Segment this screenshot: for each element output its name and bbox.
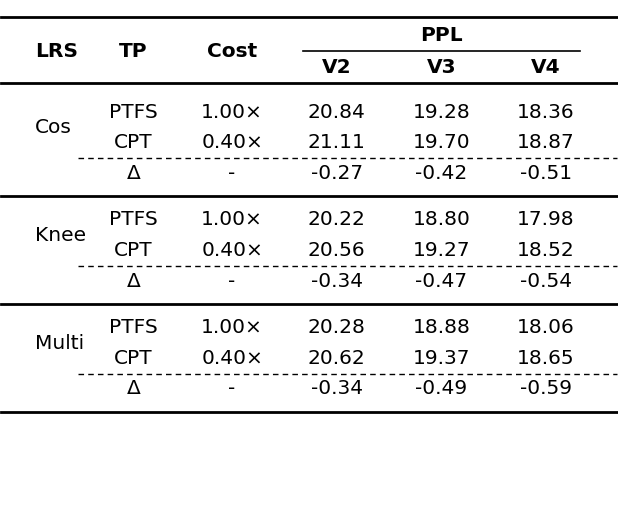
- Text: 1.00×: 1.00×: [201, 210, 263, 229]
- Text: Multi: Multi: [35, 333, 84, 352]
- Text: Δ: Δ: [127, 271, 140, 290]
- Text: 18.36: 18.36: [517, 103, 575, 121]
- Text: 18.87: 18.87: [517, 133, 575, 152]
- Text: -0.27: -0.27: [311, 164, 363, 183]
- Text: Knee: Knee: [35, 226, 87, 245]
- Text: 18.80: 18.80: [412, 210, 470, 229]
- Text: -: -: [229, 379, 235, 399]
- Text: CPT: CPT: [114, 133, 153, 152]
- Text: PPL: PPL: [420, 26, 463, 45]
- Text: CPT: CPT: [114, 241, 153, 260]
- Text: 1.00×: 1.00×: [201, 103, 263, 121]
- Text: 0.40×: 0.40×: [201, 349, 263, 368]
- Text: Cos: Cos: [35, 118, 72, 137]
- Text: LRS: LRS: [35, 42, 78, 61]
- Text: 17.98: 17.98: [517, 210, 575, 229]
- Text: 19.28: 19.28: [412, 103, 470, 121]
- Text: PTFS: PTFS: [109, 318, 158, 337]
- Text: 20.28: 20.28: [308, 318, 366, 337]
- Text: PTFS: PTFS: [109, 103, 158, 121]
- Text: -0.54: -0.54: [520, 271, 572, 290]
- Text: 18.52: 18.52: [517, 241, 575, 260]
- Text: CPT: CPT: [114, 349, 153, 368]
- Text: 21.11: 21.11: [308, 133, 366, 152]
- Text: -0.47: -0.47: [415, 271, 467, 290]
- Text: Δ: Δ: [127, 379, 140, 399]
- Text: -: -: [229, 271, 235, 290]
- Text: -0.51: -0.51: [520, 164, 572, 183]
- Text: -0.49: -0.49: [415, 379, 467, 399]
- Text: 0.40×: 0.40×: [201, 241, 263, 260]
- Text: 18.65: 18.65: [517, 349, 575, 368]
- Text: V2: V2: [322, 58, 352, 77]
- Text: 1.00×: 1.00×: [201, 318, 263, 337]
- Text: 18.06: 18.06: [517, 318, 575, 337]
- Text: 18.88: 18.88: [412, 318, 470, 337]
- Text: 20.62: 20.62: [308, 349, 366, 368]
- Text: Cost: Cost: [207, 42, 257, 61]
- Text: TP: TP: [119, 42, 148, 61]
- Text: -0.42: -0.42: [415, 164, 467, 183]
- Text: 20.84: 20.84: [308, 103, 366, 121]
- Text: 19.27: 19.27: [412, 241, 470, 260]
- Text: 20.56: 20.56: [308, 241, 365, 260]
- Text: Δ: Δ: [127, 164, 140, 183]
- Text: 19.37: 19.37: [413, 349, 470, 368]
- Text: 20.22: 20.22: [308, 210, 366, 229]
- Text: V3: V3: [426, 58, 456, 77]
- Text: -0.34: -0.34: [311, 379, 363, 399]
- Text: V4: V4: [531, 58, 561, 77]
- Text: 19.70: 19.70: [412, 133, 470, 152]
- Text: 0.40×: 0.40×: [201, 133, 263, 152]
- Text: PTFS: PTFS: [109, 210, 158, 229]
- Text: -: -: [229, 164, 235, 183]
- Text: -0.59: -0.59: [520, 379, 572, 399]
- Text: -0.34: -0.34: [311, 271, 363, 290]
